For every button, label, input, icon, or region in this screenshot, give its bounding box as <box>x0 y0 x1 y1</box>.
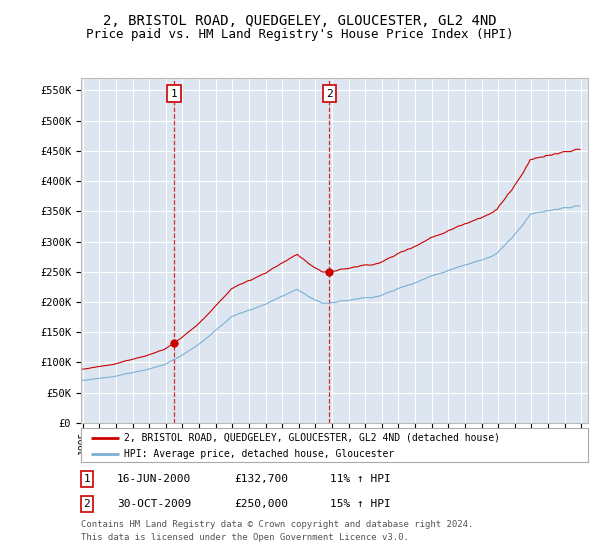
Text: £132,700: £132,700 <box>234 474 288 484</box>
Text: 1: 1 <box>171 88 178 99</box>
Text: 30-OCT-2009: 30-OCT-2009 <box>117 499 191 509</box>
Text: 1: 1 <box>83 474 91 484</box>
Text: 2, BRISTOL ROAD, QUEDGELEY, GLOUCESTER, GL2 4ND (detached house): 2, BRISTOL ROAD, QUEDGELEY, GLOUCESTER, … <box>124 433 500 443</box>
Text: 2: 2 <box>83 499 91 509</box>
Text: 16-JUN-2000: 16-JUN-2000 <box>117 474 191 484</box>
Text: This data is licensed under the Open Government Licence v3.0.: This data is licensed under the Open Gov… <box>81 533 409 542</box>
Text: 11% ↑ HPI: 11% ↑ HPI <box>330 474 391 484</box>
Text: 2: 2 <box>326 88 332 99</box>
Text: Contains HM Land Registry data © Crown copyright and database right 2024.: Contains HM Land Registry data © Crown c… <box>81 520 473 529</box>
Text: 2, BRISTOL ROAD, QUEDGELEY, GLOUCESTER, GL2 4ND: 2, BRISTOL ROAD, QUEDGELEY, GLOUCESTER, … <box>103 14 497 28</box>
Text: HPI: Average price, detached house, Gloucester: HPI: Average price, detached house, Glou… <box>124 449 394 459</box>
Text: 15% ↑ HPI: 15% ↑ HPI <box>330 499 391 509</box>
Text: Price paid vs. HM Land Registry's House Price Index (HPI): Price paid vs. HM Land Registry's House … <box>86 28 514 41</box>
Text: £250,000: £250,000 <box>234 499 288 509</box>
